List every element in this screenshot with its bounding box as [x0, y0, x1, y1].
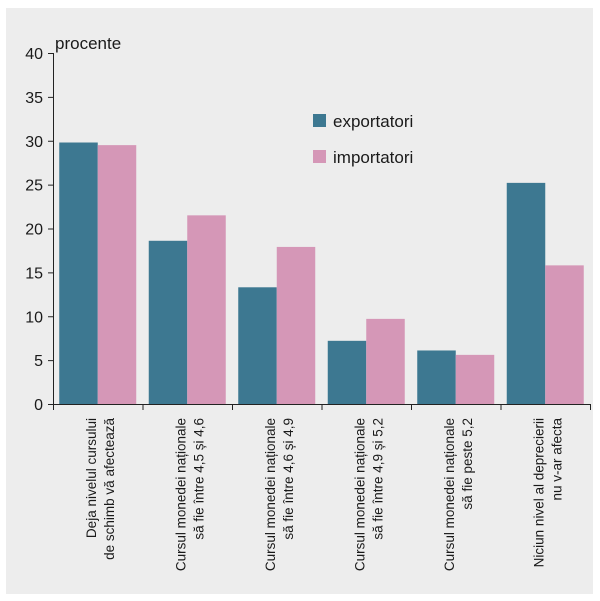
x-category-label: să fie între 4,9 și 5,2: [370, 418, 385, 540]
x-category-label: să fie peste 5,2: [460, 418, 475, 510]
legend-swatch-importatori: [313, 150, 326, 163]
x-axis-category-labels: Deja nivelul cursului de schimb vă afecte…: [53, 404, 591, 571]
x-category-label: Cursul monedei naționale: [352, 418, 367, 571]
x-category-label: să fie între 4,6 și 4,9: [281, 418, 296, 540]
bar-importatori-1: [97, 145, 137, 404]
x-category-label: să fie între 4,5 și 4,6: [191, 418, 206, 540]
bar-exportatori-6: [506, 182, 546, 404]
bar-importatori-4: [366, 318, 405, 404]
legend-swatch-exportatori: [313, 114, 326, 127]
bar-exportatori-5: [417, 350, 456, 404]
x-category-label: Deja nivelul cursului: [84, 418, 99, 538]
y-tick-label: 30: [25, 134, 43, 151]
bar-importatori-5: [455, 354, 495, 404]
x-category-label: Niciun nivel al deprecierii: [531, 418, 546, 567]
y-tick-label: 5: [34, 353, 43, 370]
legend: exportatori importatori: [313, 112, 413, 167]
y-tick-label: 35: [25, 90, 43, 107]
bar-exportatori-1: [59, 142, 98, 404]
y-tick-label: 25: [25, 178, 43, 195]
x-category-label: de schimb vă afectează: [102, 418, 117, 560]
bar-exportatori-2: [148, 240, 188, 404]
bar-exportatori-4: [327, 340, 367, 404]
bar-importatori-2: [187, 215, 226, 404]
bar-exportatori-3: [238, 287, 277, 404]
y-tick-label: 10: [25, 309, 43, 326]
x-category-label: Cursul monedei naționale: [173, 418, 188, 571]
bar-importatori-6: [545, 265, 584, 404]
legend-label-exportatori: exportatori: [333, 112, 413, 131]
y-unit-label: procente: [55, 34, 121, 53]
legend-label-importatori: importatori: [333, 148, 413, 167]
y-tick-label: 15: [25, 265, 43, 282]
x-category-label: Cursul monedei naționale: [442, 418, 457, 571]
y-tick-label: 0: [34, 397, 43, 414]
y-axis-ticks: 0 5 10 15 20 25 30 35 40: [25, 46, 53, 414]
x-category-label: Cursul monedei naționale: [263, 418, 278, 571]
y-tick-label: 40: [25, 46, 43, 63]
x-category-label: nu v-ar afecta: [549, 418, 564, 501]
y-tick-label: 20: [25, 222, 43, 239]
bars: [59, 142, 584, 404]
bar-importatori-3: [276, 246, 316, 404]
